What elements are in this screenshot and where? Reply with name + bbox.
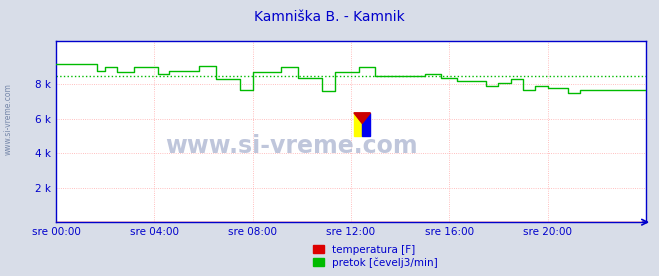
Text: www.si-vreme.com: www.si-vreme.com [4, 83, 13, 155]
Text: Kamniška B. - Kamnik: Kamniška B. - Kamnik [254, 10, 405, 24]
Polygon shape [354, 113, 370, 123]
Legend: temperatura [F], pretok [čevelj3/min]: temperatura [F], pretok [čevelj3/min] [310, 242, 441, 271]
Bar [354, 113, 362, 136]
Text: www.si-vreme.com: www.si-vreme.com [165, 134, 418, 158]
Bar [362, 113, 370, 136]
